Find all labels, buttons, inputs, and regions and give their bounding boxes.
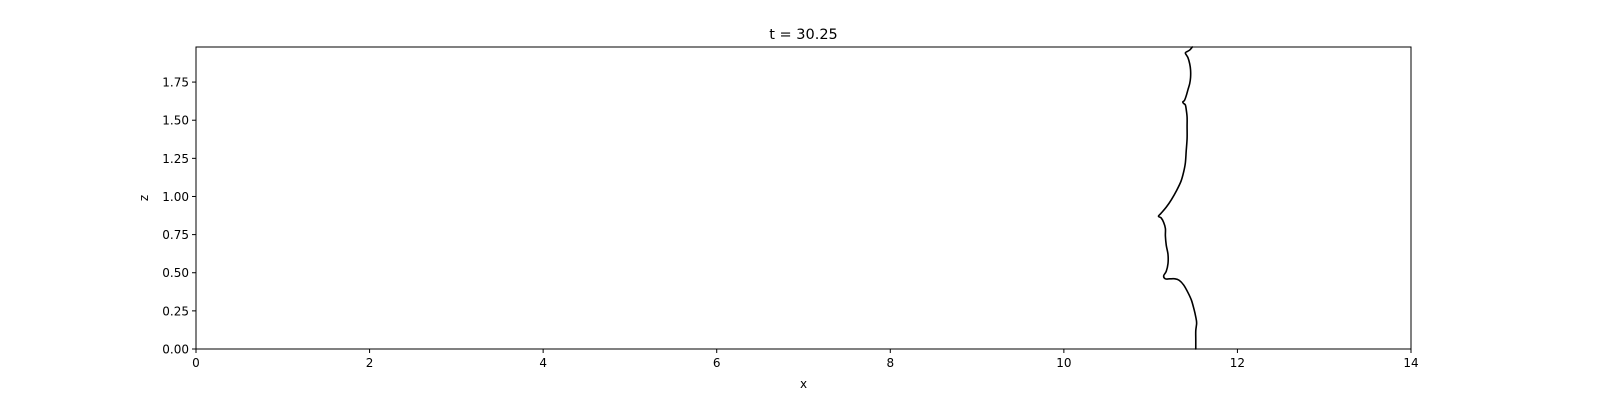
axes-frame xyxy=(195,46,1412,350)
x-tick-label: 2 xyxy=(366,356,374,370)
x-tick-label: 8 xyxy=(886,356,894,370)
y-tick-label: 1.25 xyxy=(162,152,189,166)
y-tick-label: 0.75 xyxy=(162,228,189,242)
x-tick-label: 4 xyxy=(539,356,547,370)
x-tick-label: 14 xyxy=(1403,356,1418,370)
plot-area xyxy=(195,46,1412,350)
y-tick-label: 1.00 xyxy=(162,190,189,204)
y-tick-label: 0.00 xyxy=(162,343,189,357)
chart-title: t = 30.25 xyxy=(769,27,838,43)
x-axis-label: x xyxy=(800,377,807,391)
y-axis: 0.00 0.25 0.50 0.75 1.00 1.25 1.50 1.75 xyxy=(162,76,196,357)
series-layer xyxy=(1157,46,1198,350)
y-tick-label: 1.75 xyxy=(162,76,189,90)
x-tick-label: 12 xyxy=(1230,356,1245,370)
y-axis-label: z xyxy=(137,195,151,201)
y-tick-label: 0.50 xyxy=(162,266,189,280)
y-tick-label: 1.50 xyxy=(162,114,189,128)
interface-contour-line xyxy=(1157,46,1198,350)
x-axis: 0 2 4 6 8 10 12 14 xyxy=(192,349,1419,370)
y-tick-label: 0.25 xyxy=(162,304,189,318)
x-tick-label: 6 xyxy=(713,356,721,370)
x-tick-label: 10 xyxy=(1056,356,1071,370)
x-tick-label: 0 xyxy=(192,356,200,370)
